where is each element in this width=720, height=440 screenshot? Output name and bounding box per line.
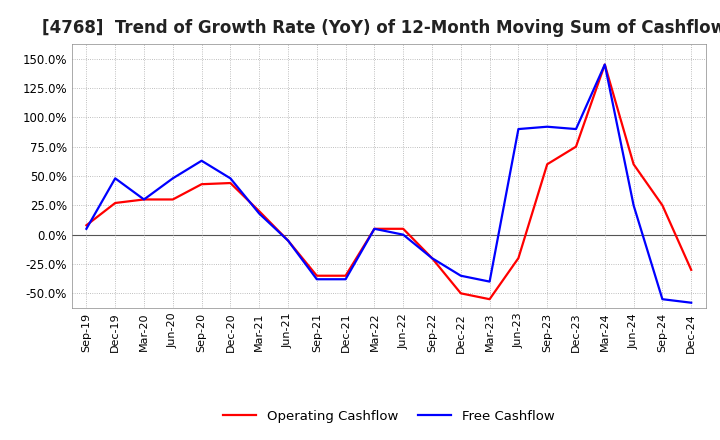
Operating Cashflow [629, 161, 638, 167]
Free Cashflow [428, 256, 436, 261]
Operating Cashflow [168, 197, 177, 202]
Free Cashflow [197, 158, 206, 163]
Operating Cashflow [543, 161, 552, 167]
Free Cashflow [514, 126, 523, 132]
Free Cashflow [543, 124, 552, 129]
Operating Cashflow [428, 256, 436, 261]
Free Cashflow [82, 226, 91, 231]
Operating Cashflow [312, 273, 321, 279]
Free Cashflow [226, 176, 235, 181]
Line: Operating Cashflow: Operating Cashflow [86, 65, 691, 299]
Operating Cashflow [341, 273, 350, 279]
Operating Cashflow [370, 226, 379, 231]
Operating Cashflow [82, 223, 91, 228]
Free Cashflow [341, 277, 350, 282]
Operating Cashflow [687, 267, 696, 272]
Free Cashflow [284, 238, 292, 243]
Operating Cashflow [140, 197, 148, 202]
Free Cashflow [456, 273, 465, 279]
Operating Cashflow [284, 238, 292, 243]
Operating Cashflow [514, 256, 523, 261]
Free Cashflow [485, 279, 494, 284]
Operating Cashflow [600, 62, 609, 67]
Operating Cashflow [399, 226, 408, 231]
Operating Cashflow [226, 180, 235, 186]
Free Cashflow [255, 211, 264, 216]
Operating Cashflow [658, 203, 667, 208]
Free Cashflow [572, 126, 580, 132]
Legend: Operating Cashflow, Free Cashflow: Operating Cashflow, Free Cashflow [218, 404, 559, 428]
Operating Cashflow [485, 297, 494, 302]
Free Cashflow [168, 176, 177, 181]
Free Cashflow [399, 232, 408, 237]
Operating Cashflow [197, 182, 206, 187]
Free Cashflow [370, 226, 379, 231]
Free Cashflow [629, 203, 638, 208]
Free Cashflow [140, 197, 148, 202]
Operating Cashflow [572, 144, 580, 149]
Free Cashflow [600, 62, 609, 67]
Free Cashflow [687, 300, 696, 305]
Line: Free Cashflow: Free Cashflow [86, 65, 691, 303]
Free Cashflow [658, 297, 667, 302]
Operating Cashflow [255, 209, 264, 214]
Operating Cashflow [456, 291, 465, 296]
Free Cashflow [312, 277, 321, 282]
Title: [4768]  Trend of Growth Rate (YoY) of 12-Month Moving Sum of Cashflows: [4768] Trend of Growth Rate (YoY) of 12-… [42, 19, 720, 37]
Free Cashflow [111, 176, 120, 181]
Operating Cashflow [111, 200, 120, 205]
